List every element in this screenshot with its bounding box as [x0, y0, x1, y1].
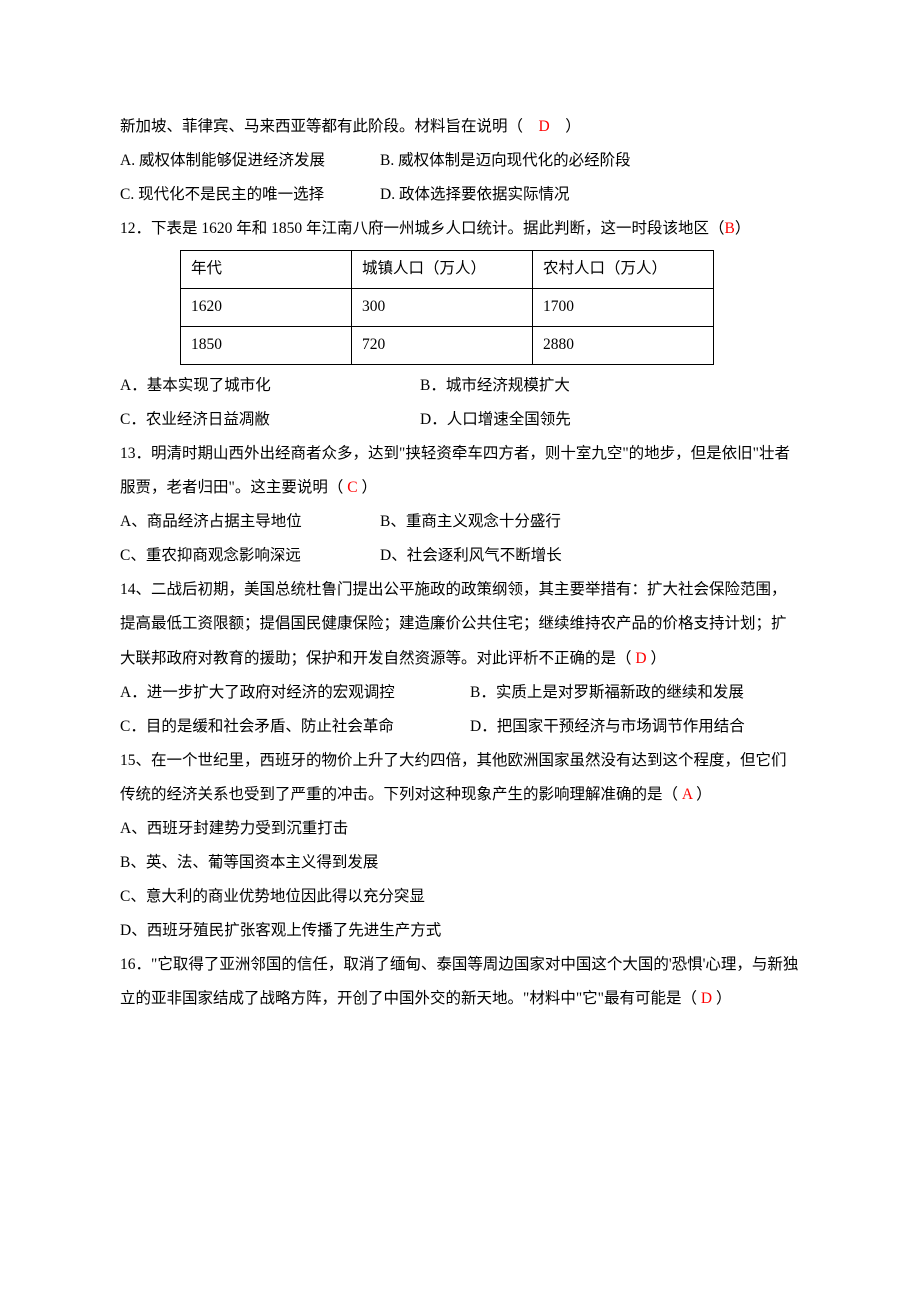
q11-intro-text: 新加坡、菲律宾、马来西亚等都有此阶段。材料旨在说明（	[120, 118, 539, 135]
cell-rural-1850: 2880	[533, 326, 714, 364]
q14-optD: D．把国家干预经济与市场调节作用结合	[470, 710, 745, 744]
q14-optA: A．进一步扩大了政府对经济的宏观调控	[120, 676, 470, 710]
q12-stem-text: 12．下表是 1620 年和 1850 年江南八府一州城乡人口统计。据此判断，这…	[120, 220, 725, 237]
table-header-row: 年代 城镇人口（万人） 农村人口（万人）	[181, 251, 714, 289]
q11-close: ）	[550, 118, 581, 135]
q15-optB: B、英、法、葡等国资本主义得到发展	[120, 846, 800, 880]
q14-answer: D	[635, 650, 646, 667]
q13-stem: 13．明清时期山西外出经商者众多，达到"挟轻资牵车四方者，则十室九空"的地步，但…	[120, 437, 800, 505]
q11-options-row2: C. 现代化不是民主的唯一选择 D. 政体选择要依据实际情况	[120, 178, 800, 212]
q14-optC: C．目的是缓和社会矛盾、防止社会革命	[120, 710, 470, 744]
th-urban: 城镇人口（万人）	[352, 251, 533, 289]
q13-optD: D、社会逐利风气不断增长	[380, 539, 562, 573]
q12-stem: 12．下表是 1620 年和 1850 年江南八府一州城乡人口统计。据此判断，这…	[120, 212, 800, 246]
q14-stem-text: 14、二战后初期，美国总统杜鲁门提出公平施政的政策纲领，其主要举措有：扩大社会保…	[120, 581, 787, 666]
q12-options-row2: C．农业经济日益凋敝 D．人口增速全国领先	[120, 403, 800, 437]
table-row: 1850 720 2880	[181, 326, 714, 364]
cell-year-1850: 1850	[181, 326, 352, 364]
q16-answer: D	[701, 990, 712, 1007]
q12-population-table: 年代 城镇人口（万人） 农村人口（万人） 1620 300 1700 1850 …	[180, 250, 714, 364]
q13-optA: A、商品经济占据主导地位	[120, 505, 380, 539]
th-year: 年代	[181, 251, 352, 289]
q13-optC: C、重农抑商观念影响深远	[120, 539, 380, 573]
q11-optC: C. 现代化不是民主的唯一选择	[120, 178, 380, 212]
q11-options-row1: A. 威权体制能够促进经济发展 B. 威权体制是迈向现代化的必经阶段	[120, 144, 800, 178]
q11-optA: A. 威权体制能够促进经济发展	[120, 144, 380, 178]
exam-page: 新加坡、菲律宾、马来西亚等都有此阶段。材料旨在说明（ D ） A. 威权体制能够…	[0, 0, 920, 1077]
q11-intro-line: 新加坡、菲律宾、马来西亚等都有此阶段。材料旨在说明（ D ）	[120, 110, 800, 144]
th-rural: 农村人口（万人）	[533, 251, 714, 289]
cell-rural-1620: 1700	[533, 289, 714, 327]
q12-optB: B．城市经济规模扩大	[420, 369, 570, 403]
q11-answer: D	[539, 118, 550, 135]
q14-close: ）	[647, 650, 666, 667]
q16-stem: 16．"它取得了亚洲邻国的信任，取消了缅甸、泰国等周边国家对中国这个大国的'恐惧…	[120, 948, 800, 1016]
q16-close: ）	[712, 990, 731, 1007]
q12-close: ）	[735, 220, 751, 237]
q11-optD: D. 政体选择要依据实际情况	[380, 178, 569, 212]
q15-optA: A、西班牙封建势力受到沉重打击	[120, 812, 800, 846]
q12-options-row1: A．基本实现了城市化 B．城市经济规模扩大	[120, 369, 800, 403]
q14-options-row2: C．目的是缓和社会矛盾、防止社会革命 D．把国家干预经济与市场调节作用结合	[120, 710, 800, 744]
q12-optA: A．基本实现了城市化	[120, 369, 420, 403]
q13-answer: C	[347, 479, 357, 496]
cell-urban-1620: 300	[352, 289, 533, 327]
table-row: 1620 300 1700	[181, 289, 714, 327]
q15-close: ）	[692, 786, 711, 803]
q14-options-row1: A．进一步扩大了政府对经济的宏观调控 B．实质上是对罗斯福新政的继续和发展	[120, 676, 800, 710]
q13-stem-text: 13．明清时期山西外出经商者众多，达到"挟轻资牵车四方者，则十室九空"的地步，但…	[120, 445, 790, 496]
q15-stem: 15、在一个世纪里，西班牙的物价上升了大约四倍，其他欧洲国家虽然没有达到这个程度…	[120, 744, 800, 812]
q13-optB: B、重商主义观念十分盛行	[380, 505, 561, 539]
q13-options-row1: A、商品经济占据主导地位 B、重商主义观念十分盛行	[120, 505, 800, 539]
q13-close: ）	[358, 479, 377, 496]
q14-optB: B．实质上是对罗斯福新政的继续和发展	[470, 676, 744, 710]
cell-urban-1850: 720	[352, 326, 533, 364]
cell-year-1620: 1620	[181, 289, 352, 327]
q15-answer: A	[682, 786, 692, 803]
q15-optC: C、意大利的商业优势地位因此得以充分突显	[120, 880, 800, 914]
q12-optD: D．人口增速全国领先	[420, 403, 571, 437]
q12-optC: C．农业经济日益凋敝	[120, 403, 420, 437]
q12-answer: B	[725, 220, 735, 237]
q15-optD: D、西班牙殖民扩张客观上传播了先进生产方式	[120, 914, 800, 948]
q16-stem-text: 16．"它取得了亚洲邻国的信任，取消了缅甸、泰国等周边国家对中国这个大国的'恐惧…	[120, 956, 798, 1007]
q13-options-row2: C、重农抑商观念影响深远 D、社会逐利风气不断增长	[120, 539, 800, 573]
q11-optB: B. 威权体制是迈向现代化的必经阶段	[380, 144, 631, 178]
q14-stem: 14、二战后初期，美国总统杜鲁门提出公平施政的政策纲领，其主要举措有：扩大社会保…	[120, 573, 800, 675]
